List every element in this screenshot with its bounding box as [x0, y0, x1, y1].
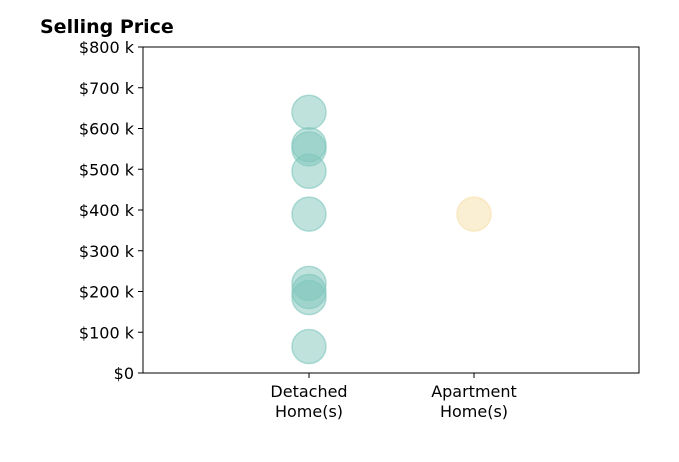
y-tick-label: $100 k [79, 323, 135, 342]
chart-title: Selling Price [40, 16, 174, 38]
y-axis: $0 $100 k $200 k $300 k $400 k $500 k $600 k $7… [79, 38, 143, 383]
data-point [291, 279, 327, 316]
data-points [291, 94, 492, 365]
data-point [291, 196, 327, 232]
x-tick-label: Home(s) [440, 402, 508, 421]
y-tick-label: $700 k [79, 79, 135, 98]
data-point [291, 328, 327, 365]
y-tick-label: $500 k [79, 160, 135, 179]
x-tick-label: Home(s) [275, 402, 343, 421]
plot-frame [142, 46, 640, 374]
y-tick-label: $300 k [79, 242, 135, 261]
data-point [291, 153, 327, 190]
x-tick-label: Detached [270, 382, 347, 401]
data-point [291, 94, 327, 130]
y-tick-label: $400 k [79, 201, 135, 220]
y-tick-label: $600 k [79, 120, 135, 139]
data-point [456, 196, 492, 232]
y-tick-label: $0 [114, 364, 134, 383]
y-tick-label: $200 k [79, 283, 135, 302]
y-tick-label: $800 k [79, 38, 135, 57]
x-tick-label: Apartment [431, 382, 517, 401]
